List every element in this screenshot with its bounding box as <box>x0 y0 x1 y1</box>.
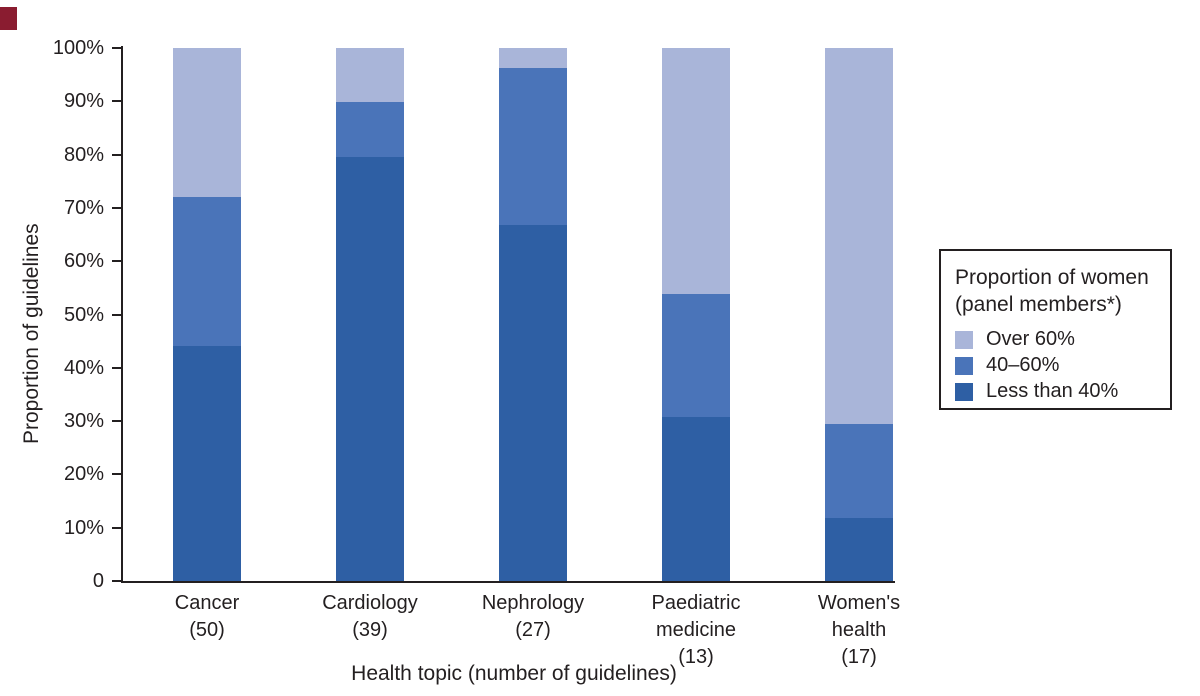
y-tick <box>112 366 122 369</box>
y-tick <box>112 526 122 529</box>
category-label: Paediatric medicine (13) <box>651 592 741 668</box>
y-axis-line <box>121 46 123 583</box>
bar-segment <box>662 48 730 294</box>
legend-item-40-60: 40–60% <box>955 354 1160 376</box>
y-tick-label: 70% <box>63 196 104 219</box>
y-tick <box>112 100 122 103</box>
y-tick <box>112 580 122 582</box>
legend-label: Less than 40% <box>986 380 1119 402</box>
legend-title-line2: (panel members*) <box>955 293 1122 316</box>
category-label: Cardiology (39) <box>322 592 418 641</box>
y-tick-label: 80% <box>63 143 104 166</box>
legend-swatch-over-60-icon <box>955 330 973 349</box>
bar-segment <box>336 102 404 158</box>
legend-swatch-less-40-icon <box>955 382 973 401</box>
y-tick-label: 100% <box>52 37 104 59</box>
y-tick <box>112 206 122 209</box>
bar-segment <box>662 293 730 417</box>
y-tick <box>112 260 122 263</box>
y-tick-label: 40% <box>63 356 104 379</box>
legend-label: Over 60% <box>986 328 1075 350</box>
y-tick <box>112 153 122 156</box>
bar-segment <box>499 67 567 226</box>
category-label: Women's health (17) <box>817 592 901 668</box>
figure-number-marker <box>0 7 17 30</box>
bar-segment <box>825 424 893 519</box>
legend-item-over-60: Over 60% <box>955 328 1160 350</box>
y-tick <box>112 420 122 423</box>
legend-label: 40–60% <box>986 354 1060 376</box>
category-label: Cancer (50) <box>174 592 240 641</box>
bar-segment <box>173 48 241 198</box>
y-tick <box>112 473 122 476</box>
y-tick <box>112 47 122 49</box>
bar-segment <box>825 518 893 581</box>
legend-item-less-40: Less than 40% <box>955 380 1160 402</box>
x-axis-line <box>121 581 895 583</box>
legend: Proportion of women (panel members*) Ove… <box>939 249 1172 410</box>
legend-title-line1: Proportion of women <box>955 266 1149 289</box>
y-tick-label: 10% <box>63 516 104 539</box>
bar-segment <box>499 225 567 581</box>
y-tick-label: 50% <box>63 303 104 326</box>
y-tick-label: 30% <box>63 410 104 433</box>
legend-title: Proportion of women (panel members*) <box>955 264 1160 318</box>
legend-swatch-40-60-icon <box>955 356 973 375</box>
y-tick <box>112 313 122 316</box>
category-label: Nephrology (27) <box>481 592 585 641</box>
bar-segment <box>173 197 241 347</box>
y-tick-label: 90% <box>63 90 104 113</box>
bar-segment <box>825 48 893 425</box>
x-axis-title: Health topic (number of guidelines) <box>351 662 677 685</box>
bar-segment <box>499 48 567 68</box>
bar-segment <box>336 48 404 103</box>
bar-segment <box>662 416 730 581</box>
y-tick-label: 60% <box>63 250 104 273</box>
bar-segment <box>336 157 404 581</box>
y-tick-label: 0 <box>92 570 104 592</box>
y-tick-label: 20% <box>63 463 104 486</box>
bar-segment <box>173 346 241 581</box>
